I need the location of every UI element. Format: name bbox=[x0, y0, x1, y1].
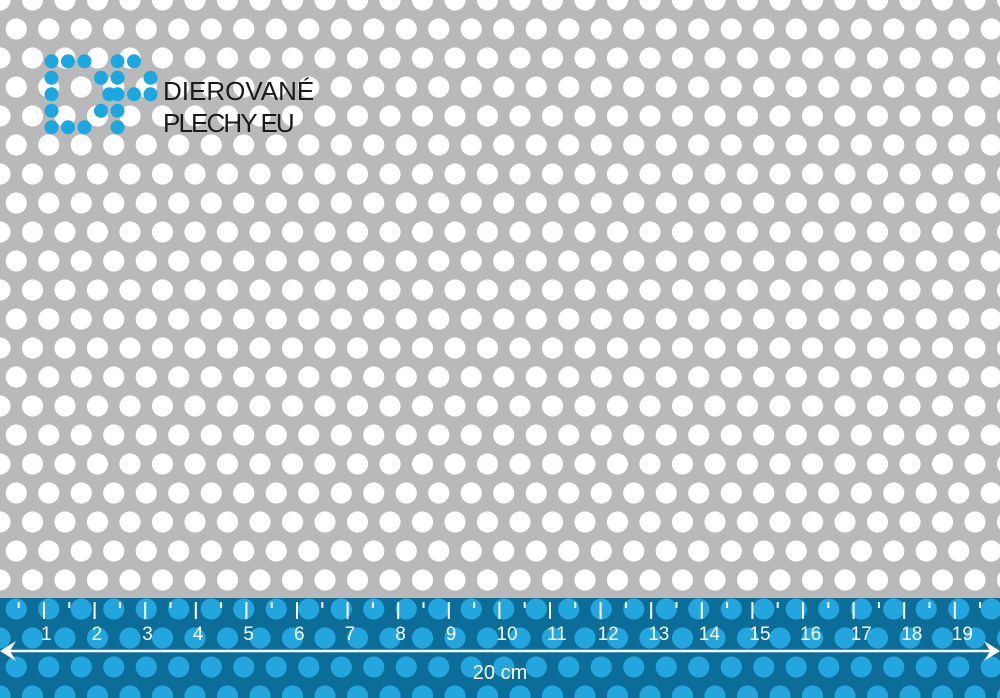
svg-text:PLECHY EU: PLECHY EU bbox=[163, 108, 293, 138]
svg-text:DIEROVANÉ: DIEROVANÉ bbox=[163, 76, 314, 106]
svg-text:11: 11 bbox=[547, 624, 567, 645]
svg-text:15: 15 bbox=[749, 624, 770, 645]
svg-text:10: 10 bbox=[496, 624, 517, 645]
svg-text:20 cm: 20 cm bbox=[473, 662, 527, 684]
svg-text:18: 18 bbox=[901, 624, 922, 645]
svg-text:9: 9 bbox=[446, 624, 457, 645]
svg-text:19: 19 bbox=[952, 624, 973, 645]
svg-text:4: 4 bbox=[193, 624, 204, 645]
svg-text:17: 17 bbox=[851, 624, 872, 645]
svg-text:2: 2 bbox=[92, 624, 103, 645]
svg-text:1: 1 bbox=[41, 624, 52, 645]
svg-text:14: 14 bbox=[699, 624, 721, 645]
svg-text:6: 6 bbox=[294, 624, 305, 645]
svg-text:16: 16 bbox=[800, 624, 821, 645]
svg-text:3: 3 bbox=[142, 624, 153, 645]
svg-text:7: 7 bbox=[345, 624, 356, 645]
svg-text:13: 13 bbox=[648, 624, 669, 645]
svg-text:5: 5 bbox=[243, 624, 254, 645]
svg-text:8: 8 bbox=[395, 624, 406, 645]
svg-text:12: 12 bbox=[598, 624, 619, 645]
